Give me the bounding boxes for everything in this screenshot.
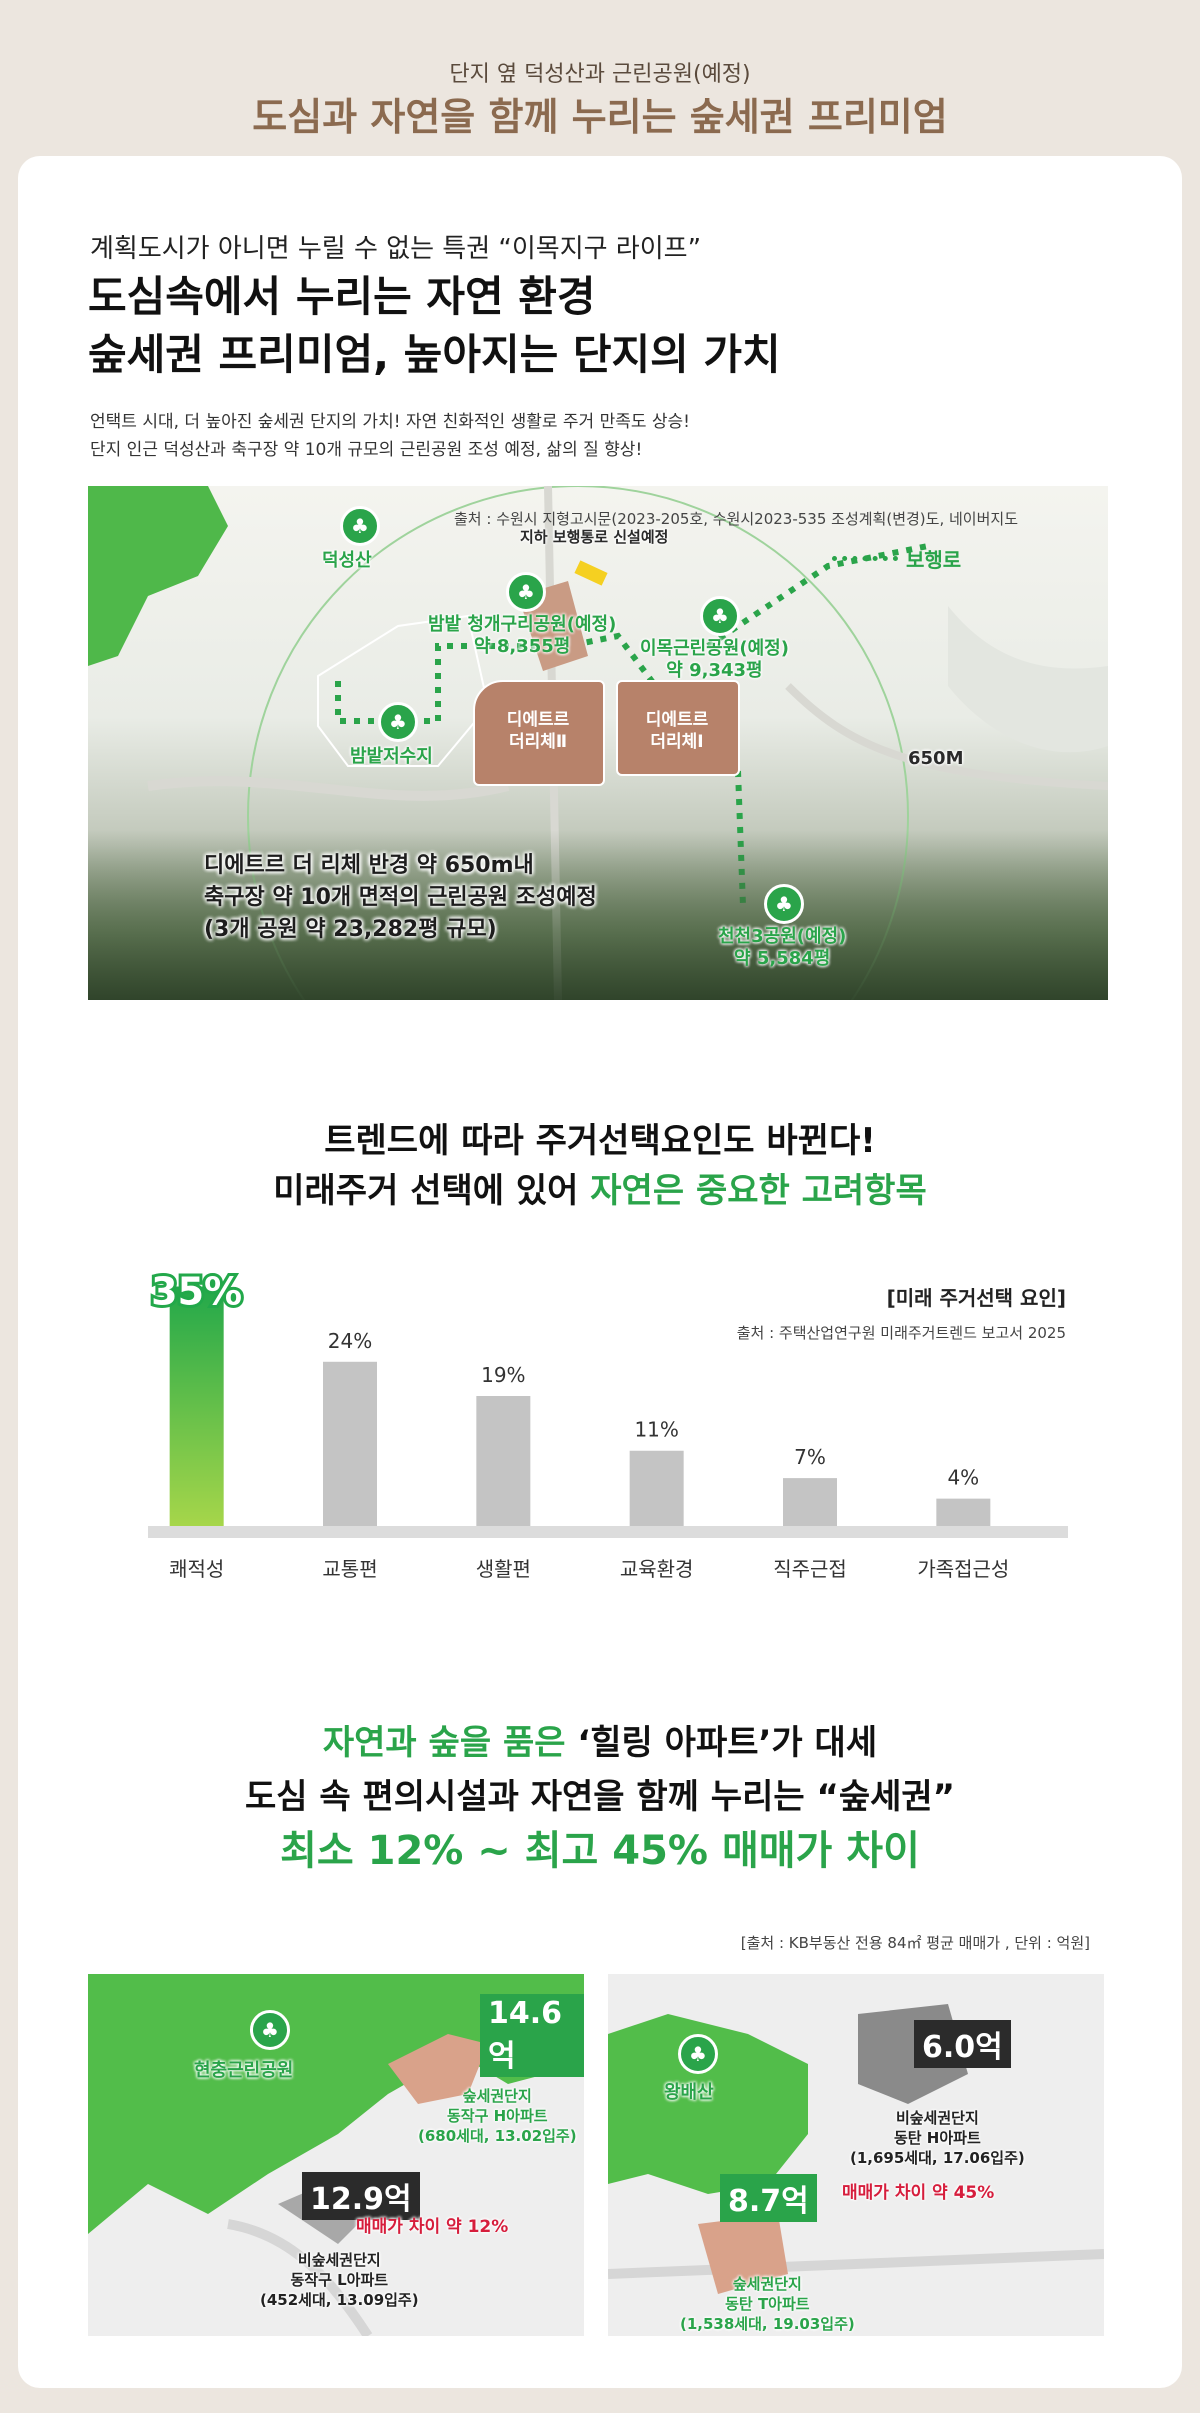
- section1-lead: 계획도시가 아니면 누릴 수 없는 특권 “이목지구 라이프”: [90, 234, 702, 264]
- map-background: [608, 2004, 1104, 2294]
- park-pin-icon: ♣: [506, 572, 546, 612]
- radius-label: 650M: [908, 748, 964, 769]
- section3-line3: 최소 12% ~ 최고 45% 매매가 차이: [280, 1828, 920, 1874]
- section3-line1: 자연과 숲을 품은 ‘힐링 아파트’가 대세: [322, 1723, 878, 1763]
- park-pin-icon: ♣: [378, 702, 418, 742]
- dongjak-comparison-map: ♣ 현충근린공원 14.6억 숲세권단지 동작구 H아파트 (680세대, 13…: [88, 1974, 584, 2336]
- section2-heading-line1: 트렌드에 따라 주거선택요인도 바뀐다!: [324, 1121, 876, 1161]
- bar-value-label: 4%: [947, 1466, 979, 1490]
- forest-apt-label: 숲세권단지 동작구 H아파트 (680세대, 13.02입주): [418, 2087, 577, 2145]
- bar-교통편: [323, 1361, 377, 1526]
- section2-heading: 트렌드에 따라 주거선택요인도 바뀐다! 미래주거 선택에 있어 자연은 중요한…: [18, 1116, 1182, 1216]
- chart-source: 출처 : 주택산업연구원 미래주거트렌드 보고서 2025: [736, 1324, 1066, 1342]
- walkway-legend-line: [832, 556, 898, 561]
- header-subtitle: 단지 옆 덕성산과 근린공원(예정): [449, 62, 751, 87]
- category-label: 생활편: [476, 1557, 531, 1581]
- bar-교육환경: [629, 1450, 684, 1526]
- other-price-badge: 12.9억: [302, 2172, 420, 2220]
- forest-apt-label: 숲세권단지 동탄 T아파트 (1,538세대, 19.03입주): [680, 2275, 855, 2333]
- park-label-cheoncheon3: 천천3공원(예정) 약 5,584평: [718, 926, 847, 969]
- walkway-legend-label: 보행로: [906, 548, 962, 572]
- desc-line2: 단지 인근 덕성산과 축구장 약 10개 규모의 근린공원 조성 예정, 삶의 …: [90, 440, 643, 460]
- park-label: 현충근린공원: [194, 2060, 294, 2081]
- map-forest-footer: [88, 830, 1108, 1000]
- category-label: 교통편: [322, 1557, 377, 1581]
- price-source: [출처 : KB부동산 전용 84㎡ 평균 매매가 , 단위 : 억원]: [740, 1934, 1090, 1952]
- park-pin-icon: ♣: [678, 2034, 718, 2074]
- park-label-imok: 이목근린공원(예정) 약 9,343평: [640, 638, 789, 681]
- section3-line2: 도심 속 편의시설과 자연을 함께 누리는 “숲세권”: [244, 1777, 956, 1817]
- underpass-label: 지하 보행통로 신설예정: [520, 528, 669, 546]
- housing-factor-bar-chart: 35% 쾌적성 24% 교통편 19% 생활편 11% 교육환경 7% 직주근접 4% 가족접근성: [148, 1267, 1068, 1581]
- bar-value-label: 11%: [634, 1418, 678, 1442]
- bar-value-label: 19%: [481, 1363, 525, 1387]
- category-label: 교육환경: [620, 1557, 694, 1581]
- complex-label-1: 디에트르 더리체Ⅰ: [645, 710, 709, 752]
- park-location-map: 출처 : 수원시 지형고시문(2023-205호, 수원시2023-535 조성…: [88, 486, 1108, 1000]
- bar-직주근접: [783, 1478, 837, 1526]
- content-card: 계획도시가 아니면 누릴 수 없는 특권 “이목지구 라이프” 도심속에서 누리…: [18, 156, 1182, 2388]
- chart-baseline: [148, 1526, 1068, 1538]
- bar-쾌적성: [169, 1286, 224, 1526]
- price-difference-label: 매매가 차이 약 12%: [356, 2217, 509, 2237]
- category-label: 직주근접: [773, 1557, 847, 1581]
- park-label-bambat-frog: 밤밭 청개구리공원(예정) 약 8,355평: [428, 614, 617, 657]
- park-pin-icon: ♣: [250, 2010, 290, 2050]
- park-pin-icon: ♣: [700, 596, 740, 636]
- park-pin-icon: ♣: [340, 506, 380, 546]
- category-label: 가족접근성: [917, 1557, 1009, 1581]
- headline-line2: 숲세권 프리미엄, 높아지는 단지의 가치: [88, 330, 781, 379]
- complex-block-1: [616, 680, 740, 776]
- park-pin-icon: ♣: [764, 884, 804, 924]
- section1-description: 언택트 시대, 더 높아진 숲세권 단지의 가치! 자연 친화적인 생활로 주거…: [90, 408, 690, 464]
- chart-title: [미래 주거선택 요인]: [886, 1286, 1066, 1310]
- desc-line1: 언택트 시대, 더 높아진 숲세권 단지의 가치! 자연 친화적인 생활로 주거…: [90, 412, 690, 432]
- headline-line1: 도심속에서 누리는 자연 환경: [88, 272, 596, 321]
- bar-가족접근성: [936, 1498, 991, 1526]
- section1-headline: 도심속에서 누리는 자연 환경 숲세권 프리미엄, 높아지는 단지의 가치: [88, 268, 781, 384]
- park-label: 왕배산: [664, 2082, 714, 2103]
- map-source: 출처 : 수원시 지형고시문(2023-205호, 수원시2023-535 조성…: [454, 510, 1018, 528]
- complex-block-2: [473, 680, 605, 786]
- complex-label-2: 디에트르 더리체Ⅱ: [506, 710, 570, 752]
- bar-value-label: 35%: [151, 1270, 242, 1314]
- section2-heading-line2: 미래주거 선택에 있어 자연은 중요한 고려항목: [273, 1171, 927, 1211]
- other-apt-label: 비숲세권단지 동탄 H아파트 (1,695세대, 17.06입주): [850, 2109, 1025, 2167]
- forest-price-badge: 8.7억: [720, 2174, 817, 2222]
- park-label-bambat-reservoir: 밤밭저수지: [350, 746, 433, 767]
- bar-value-label: 24%: [328, 1329, 372, 1353]
- bar-생활편: [476, 1396, 531, 1526]
- header-title: 도심과 자연을 함께 누리는 숲세권 프리미엄: [252, 95, 948, 139]
- category-label: 쾌적성: [169, 1557, 224, 1581]
- section3-heading: 자연과 숲을 품은 ‘힐링 아파트’가 대세 도심 속 편의시설과 자연을 함께…: [18, 1716, 1182, 1878]
- dongtan-comparison-map: ♣ 왕배산 6.0억 비숲세권단지 동탄 H아파트 (1,695세대, 17.0…: [608, 1974, 1104, 2336]
- forest-price-badge: 14.6억: [480, 1994, 584, 2077]
- park-label-deokseongsan: 덕성산: [322, 550, 372, 571]
- map-callout: 디에트르 더 리체 반경 약 650m내 축구장 약 10개 면적의 근린공원 …: [204, 853, 597, 942]
- other-apt-label: 비숲세권단지 동작구 L아파트 (452세대, 13.09입주): [260, 2251, 419, 2309]
- other-price-badge: 6.0억: [914, 2020, 1011, 2068]
- bar-value-label: 7%: [794, 1445, 826, 1469]
- price-difference-label: 매매가 차이 약 45%: [842, 2183, 995, 2203]
